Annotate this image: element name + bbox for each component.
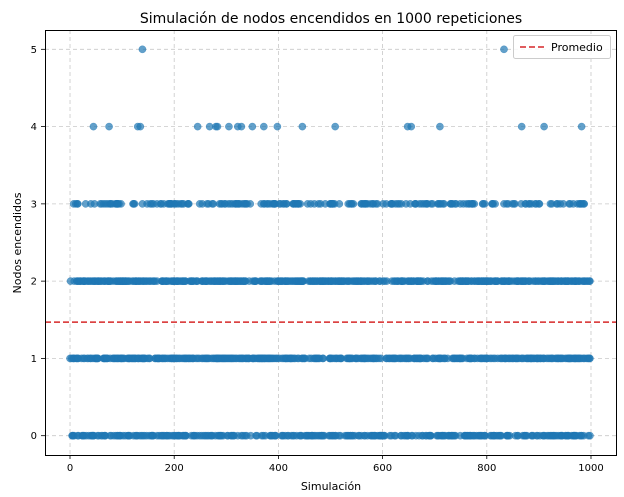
y-tick-label: 2 [31, 277, 37, 288]
x-tick-label: 600 [373, 463, 392, 474]
data-point [136, 122, 145, 131]
data-point [480, 200, 489, 208]
x-tick-label: 0 [67, 463, 73, 474]
data-point [225, 122, 233, 131]
data-point [296, 200, 305, 208]
data-point [193, 122, 202, 131]
data-point [237, 122, 246, 131]
data-point [580, 200, 589, 208]
data-point [273, 122, 282, 131]
data-point [491, 200, 499, 208]
legend-mean-label: Promedio [551, 41, 603, 54]
data-point [184, 200, 193, 208]
x-axis-ticks: 0 200 400 600 800 1000 [67, 455, 604, 474]
data-point [117, 200, 125, 208]
x-tick-label: 400 [269, 463, 288, 474]
y-tick-label: 3 [31, 199, 37, 210]
data-point [577, 122, 586, 131]
y-axis-ticks: 0 1 2 3 4 5 [31, 45, 45, 442]
data-point [331, 122, 340, 131]
data-point [349, 200, 358, 208]
data-point [248, 122, 257, 131]
data-point [500, 45, 508, 54]
data-point [105, 122, 113, 131]
chart-title: Simulación de nodos encendidos en 1000 r… [140, 11, 522, 27]
data-point [298, 122, 307, 131]
data-point [89, 122, 98, 131]
data-point [213, 122, 222, 131]
data-point [586, 354, 594, 363]
y-tick-label: 0 [31, 431, 37, 442]
data-point [130, 200, 139, 208]
data-points [66, 45, 594, 440]
x-tick-label: 200 [165, 463, 184, 474]
legend-box [513, 35, 611, 59]
y-tick-label: 4 [31, 122, 37, 133]
data-point [73, 200, 82, 208]
grid [45, 30, 616, 455]
data-point [586, 431, 594, 440]
data-point [407, 122, 416, 131]
data-point [470, 200, 479, 208]
data-point [436, 122, 444, 131]
legend: Promedio [513, 35, 611, 59]
y-tick-label: 1 [31, 354, 37, 365]
data-point [246, 200, 255, 208]
axes-frame [45, 30, 617, 456]
y-axis-label: Nodos encendidos [11, 192, 24, 293]
x-axis-label: Simulación [301, 480, 361, 493]
data-point [540, 122, 548, 131]
y-tick-label: 5 [31, 45, 37, 56]
x-tick-label: 1000 [578, 463, 603, 474]
data-point [517, 122, 526, 131]
data-point [535, 200, 544, 208]
data-point [335, 200, 344, 208]
data-point [586, 277, 594, 285]
data-point [259, 122, 268, 131]
data-point [138, 45, 147, 54]
x-tick-label: 800 [477, 463, 496, 474]
